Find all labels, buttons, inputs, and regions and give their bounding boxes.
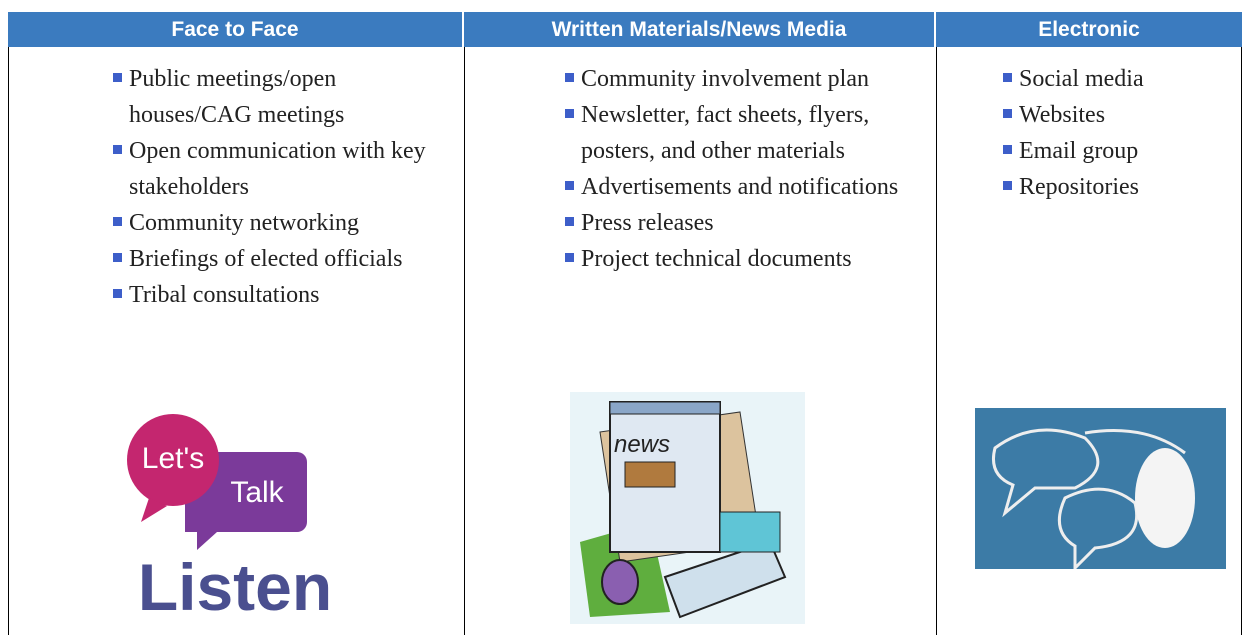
header-cell: Written Materials/News Media bbox=[464, 12, 936, 47]
column-cell: Social media Websites Email group Repositor… bbox=[936, 47, 1242, 635]
list-item: Project technical documents bbox=[565, 241, 927, 277]
image-text: Listen bbox=[138, 550, 332, 624]
column-cell: Community involvement plan Newsletter, fa… bbox=[464, 47, 936, 635]
electronic-image bbox=[975, 408, 1226, 569]
list-item: Repositories bbox=[1003, 169, 1234, 205]
item-list: Social media Websites Email group Repositor… bbox=[1003, 61, 1234, 205]
image-text: news bbox=[614, 431, 670, 458]
list-item: Community involvement plan bbox=[565, 61, 927, 97]
list-item: Newsletter, fact sheets, flyers, posters… bbox=[565, 97, 927, 169]
list-item: Public meetings/open houses/CAG meetings bbox=[113, 61, 447, 133]
header-cell: Electronic bbox=[936, 12, 1242, 47]
lets-talk-image: Let's Talk Listen bbox=[127, 414, 332, 624]
list-item: Email group bbox=[1003, 133, 1234, 169]
column-cell: Public meetings/open houses/CAG meetings… bbox=[8, 47, 464, 635]
item-list: Community involvement plan Newsletter, fa… bbox=[565, 61, 927, 277]
list-item: Briefings of elected officials bbox=[113, 241, 447, 277]
image-text: Talk bbox=[230, 476, 284, 509]
image-text: Let's bbox=[142, 442, 204, 475]
list-item: Community networking bbox=[113, 205, 447, 241]
list-item: Press releases bbox=[565, 205, 927, 241]
item-list: Public meetings/open houses/CAG meetings… bbox=[113, 61, 447, 313]
list-item: Open communication with key stakeholders bbox=[113, 133, 447, 205]
header-cell: Face to Face bbox=[8, 12, 464, 47]
list-item: Social media bbox=[1003, 61, 1234, 97]
news-image: news bbox=[570, 392, 805, 624]
list-item: Websites bbox=[1003, 97, 1234, 133]
list-item: Tribal consultations bbox=[113, 277, 447, 313]
list-item: Advertisements and notifications bbox=[565, 169, 927, 205]
